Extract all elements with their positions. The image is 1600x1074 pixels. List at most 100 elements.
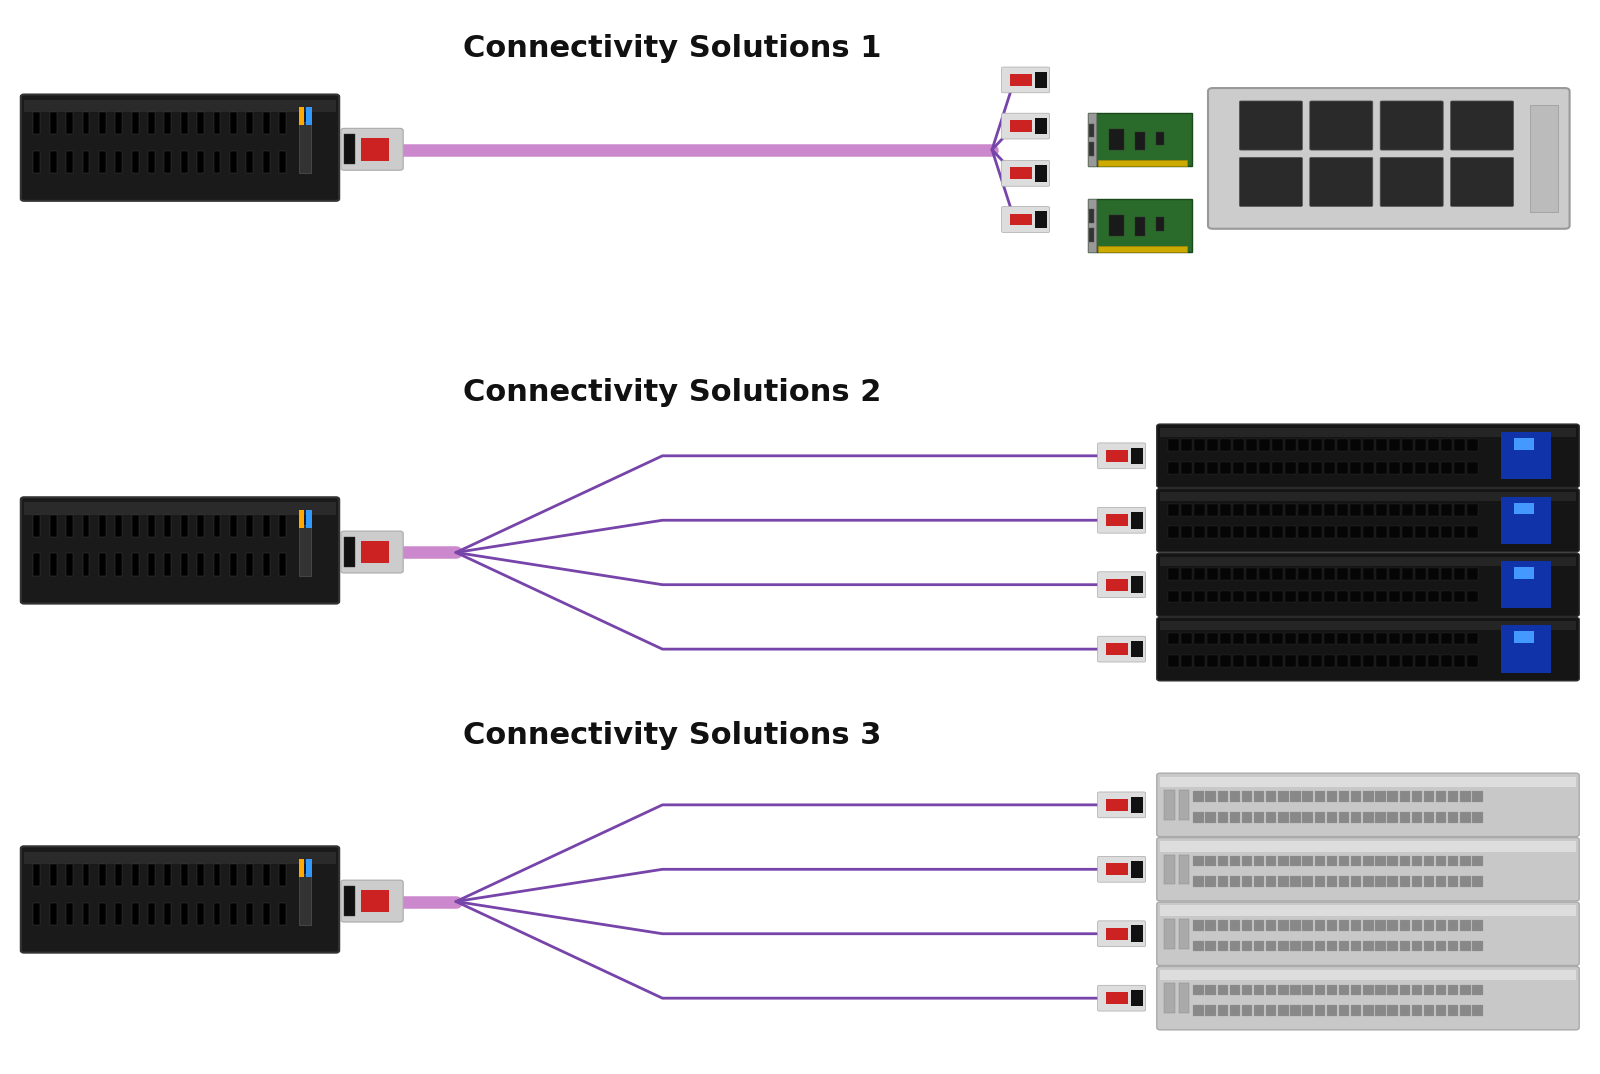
Bar <box>1363 633 1374 644</box>
Bar <box>1205 941 1216 952</box>
FancyBboxPatch shape <box>1098 571 1146 597</box>
Bar <box>1461 856 1470 867</box>
FancyBboxPatch shape <box>21 497 339 604</box>
Bar <box>1350 920 1362 931</box>
Bar <box>1435 876 1446 887</box>
FancyBboxPatch shape <box>1208 88 1570 229</box>
Bar <box>1411 792 1422 802</box>
Bar <box>1168 568 1179 580</box>
Bar <box>1194 792 1203 802</box>
Bar <box>1411 941 1422 952</box>
Bar <box>1181 504 1192 516</box>
Bar <box>1160 429 1576 437</box>
FancyBboxPatch shape <box>1451 101 1514 150</box>
Bar <box>230 150 237 173</box>
Bar <box>1194 526 1205 538</box>
Bar <box>1376 439 1387 451</box>
Bar <box>278 553 286 576</box>
Bar <box>1194 462 1205 474</box>
Bar <box>1285 655 1296 667</box>
Bar <box>1402 504 1413 516</box>
Bar <box>1400 876 1410 887</box>
Bar <box>1312 568 1322 580</box>
Bar <box>1400 941 1410 952</box>
Bar <box>1472 856 1483 867</box>
Bar <box>1376 655 1387 667</box>
Bar <box>1168 655 1179 667</box>
Bar <box>1278 1005 1288 1016</box>
Bar <box>1106 579 1128 591</box>
Bar <box>1467 633 1478 644</box>
Bar <box>1266 920 1277 931</box>
Bar <box>1272 568 1283 580</box>
FancyBboxPatch shape <box>21 846 339 953</box>
Bar <box>1181 526 1192 538</box>
Bar <box>1259 633 1270 644</box>
Bar <box>1302 1005 1314 1016</box>
Bar <box>1326 985 1338 996</box>
Bar <box>1389 462 1400 474</box>
Bar <box>1467 462 1478 474</box>
Bar <box>1242 792 1253 802</box>
Bar <box>1266 856 1277 867</box>
Bar <box>1298 591 1309 603</box>
Bar <box>1010 120 1032 132</box>
Bar <box>1290 876 1301 887</box>
Bar <box>1363 876 1373 887</box>
Bar <box>1194 633 1205 644</box>
Bar <box>1389 504 1400 516</box>
Bar <box>1325 462 1334 474</box>
Bar <box>1194 941 1203 952</box>
Bar <box>246 902 253 925</box>
Bar <box>1208 633 1218 644</box>
Bar <box>1339 792 1349 802</box>
Bar <box>1035 165 1046 182</box>
Bar <box>1266 812 1277 823</box>
Bar <box>1339 985 1349 996</box>
Bar <box>66 112 74 134</box>
Bar <box>1400 985 1410 996</box>
Bar <box>1298 633 1309 644</box>
Bar <box>1376 462 1387 474</box>
Bar <box>1218 920 1227 931</box>
Bar <box>1338 462 1347 474</box>
Bar <box>1155 132 1163 145</box>
Bar <box>1221 504 1230 516</box>
Bar <box>262 150 269 173</box>
Bar <box>1461 941 1470 952</box>
Bar <box>1088 199 1192 252</box>
Bar <box>1131 448 1142 464</box>
Bar <box>1363 526 1374 538</box>
Bar <box>1298 568 1309 580</box>
Bar <box>1325 504 1334 516</box>
Bar <box>1402 462 1413 474</box>
Bar <box>1325 526 1334 538</box>
Bar <box>99 112 106 134</box>
Bar <box>1155 217 1163 231</box>
Bar <box>1131 577 1142 593</box>
Bar <box>1194 568 1205 580</box>
Bar <box>1501 625 1550 672</box>
Bar <box>1454 462 1464 474</box>
Bar <box>1350 633 1360 644</box>
Bar <box>1312 504 1322 516</box>
Bar <box>34 514 40 537</box>
Bar <box>66 902 74 925</box>
Bar <box>213 150 221 173</box>
Bar <box>1160 777 1576 787</box>
Bar <box>1448 985 1459 996</box>
Bar <box>1454 591 1464 603</box>
Bar <box>149 514 155 537</box>
Bar <box>1106 514 1128 526</box>
Bar <box>213 553 221 576</box>
Bar <box>1194 812 1203 823</box>
Bar <box>1387 920 1398 931</box>
Bar <box>1160 557 1576 566</box>
Bar <box>344 134 355 164</box>
Bar <box>1285 504 1296 516</box>
Bar <box>1205 792 1216 802</box>
Bar <box>1246 439 1256 451</box>
Bar <box>1376 633 1387 644</box>
Bar <box>1376 812 1386 823</box>
Bar <box>1230 792 1240 802</box>
